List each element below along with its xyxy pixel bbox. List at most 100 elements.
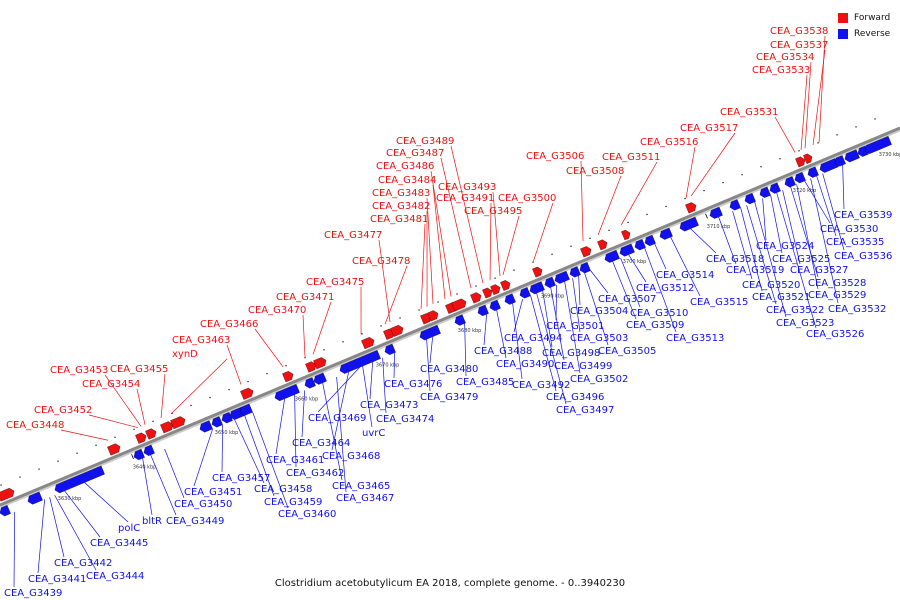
- marker-dot: [855, 126, 857, 128]
- marker-dot: [152, 420, 154, 422]
- reverse-leader-line: [572, 278, 581, 333]
- reverse-gene-label: CEA_G3451: [184, 487, 242, 498]
- map-caption: Clostridium acetobutylicum EA 2018, comp…: [274, 578, 626, 589]
- reverse-gene: [784, 176, 796, 188]
- reverse-gene: [544, 276, 556, 288]
- forward-gene-label: CEA_G3500: [498, 193, 556, 204]
- backbone-shadow: [0, 128, 900, 509]
- forward-gene-label: CEA_G3454: [82, 379, 140, 390]
- forward-gene-label: CEA_G3475: [306, 277, 364, 288]
- reverse-gene: [504, 293, 516, 305]
- reverse-gene: [634, 239, 646, 251]
- reverse-gene-label: CEA_G3510: [630, 308, 688, 319]
- forward-gene: [135, 432, 147, 444]
- reverse-gene-label: CEA_G3507: [598, 294, 656, 305]
- forward-gene: [597, 239, 608, 251]
- marker-dot: [874, 118, 876, 120]
- forward-gene: [0, 487, 15, 502]
- reverse-leader-line: [393, 352, 395, 379]
- forward-gene-label: CEA_G3486: [376, 161, 434, 172]
- marker-dot: [171, 412, 173, 415]
- reverse-leader-line: [644, 247, 677, 333]
- reverse-gene: [644, 234, 656, 247]
- forward-gene-label: CEA_G3537: [770, 40, 828, 51]
- reverse-gene: [759, 186, 771, 198]
- reverse-gene-label: CEA_G3459: [264, 497, 322, 508]
- marker-dot: [475, 285, 477, 287]
- marker-dot: [722, 182, 724, 184]
- marker-dot: [513, 269, 515, 271]
- forward-gene-label: CEA_G3483: [372, 188, 430, 199]
- marker-dot: [665, 205, 667, 208]
- reverse-gene-label: CEA_G3512: [636, 283, 694, 294]
- reverse-leader-line: [732, 211, 753, 280]
- legend-forward: Forward: [838, 10, 890, 26]
- reverse-gene-label: uvrC: [362, 428, 385, 439]
- forward-gene: [482, 287, 493, 299]
- forward-gene-label: CEA_G3489: [396, 136, 454, 147]
- forward-leader-line: [532, 202, 554, 263]
- reverse-leader-line: [762, 198, 767, 241]
- reverse-gene-label: CEA_G3530: [820, 224, 878, 235]
- forward-gene-label: CEA_G3452: [34, 405, 92, 416]
- reverse-leader-line: [164, 448, 185, 499]
- reverse-gene: [807, 166, 819, 178]
- forward-gene: [390, 324, 404, 337]
- reverse-gene-label: CEA_G3532: [828, 304, 886, 315]
- scale-tick-label: 3630 kbp: [58, 496, 82, 502]
- legend-forward-label: Forward: [854, 13, 891, 23]
- reverse-leader-line: [790, 186, 819, 278]
- reverse-gene-label: CEA_G3492: [512, 380, 570, 391]
- marker-dot: [437, 301, 439, 303]
- forward-gene-label: CEA_G3534: [756, 52, 814, 63]
- forward-gene-label: CEA_G3448: [6, 420, 64, 431]
- marker-dot: [418, 309, 420, 311]
- forward-leader-line: [226, 344, 242, 385]
- reverse-gene-label: CEA_G3460: [278, 509, 336, 520]
- reverse-gene: [0, 505, 11, 517]
- reverse-gene-label: CEA_G3515: [690, 297, 748, 308]
- marker-dot: [589, 237, 591, 239]
- reverse-gene: [834, 155, 846, 167]
- reverse-gene: [454, 314, 466, 326]
- reverse-leader-line: [336, 376, 347, 493]
- forward-leader-line: [685, 146, 696, 199]
- forward-leader-line: [804, 61, 812, 149]
- forward-gene-label: CEA_G3516: [640, 137, 698, 148]
- forward-leader-line: [104, 374, 142, 427]
- forward-leader-line: [818, 35, 826, 143]
- reverse-leader-line: [555, 284, 557, 321]
- marker-dot: [76, 452, 78, 454]
- reverse-gene-label: CEA_G3525: [772, 254, 830, 265]
- forward-leader-line: [254, 328, 284, 368]
- forward-gene: [490, 284, 501, 296]
- scale-tick-label: 3670 kbp: [376, 363, 400, 369]
- reverse-gene-label: CEA_G3521: [752, 292, 810, 303]
- reverse-leader-line: [550, 287, 565, 361]
- reverse-gene-label: CEA_G3457: [212, 473, 270, 484]
- reverse-gene: [529, 281, 545, 295]
- reverse-gene: [27, 491, 43, 505]
- backbone-line: [0, 126, 900, 507]
- forward-swatch: [838, 13, 848, 23]
- forward-gene: [803, 153, 813, 164]
- forward-gene-label: CEA_G3511: [602, 152, 660, 163]
- forward-gene: [532, 266, 543, 278]
- forward-gene: [361, 337, 375, 350]
- forward-gene: [145, 428, 157, 440]
- forward-gene-label: CEA_G3493: [438, 182, 496, 193]
- forward-gene-label: CEA_G3470: [248, 305, 306, 316]
- reverse-leader-line: [620, 257, 641, 308]
- reverse-gene-label: CEA_G3509: [626, 320, 684, 331]
- reverse-gene-label: polC: [118, 523, 140, 534]
- reverse-leader-line: [429, 336, 433, 364]
- forward-leader-line: [690, 132, 736, 197]
- reverse-gene-label: CEA_G3526: [806, 329, 864, 340]
- marker-dot: [494, 277, 496, 279]
- reverse-gene-label: CEA_G3528: [808, 278, 866, 289]
- marker-dot: [627, 221, 629, 224]
- reverse-gene-label: CEA_G3442: [54, 558, 112, 569]
- reverse-gene-label: CEA_G3473: [360, 400, 418, 411]
- marker-dot: [190, 404, 192, 407]
- reverse-gene-label: bltR: [142, 516, 162, 527]
